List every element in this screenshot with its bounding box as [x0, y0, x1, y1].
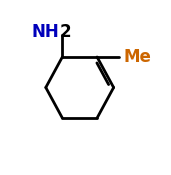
Text: Me: Me [124, 48, 152, 66]
Text: NH: NH [31, 23, 59, 41]
Text: 2: 2 [59, 23, 71, 41]
